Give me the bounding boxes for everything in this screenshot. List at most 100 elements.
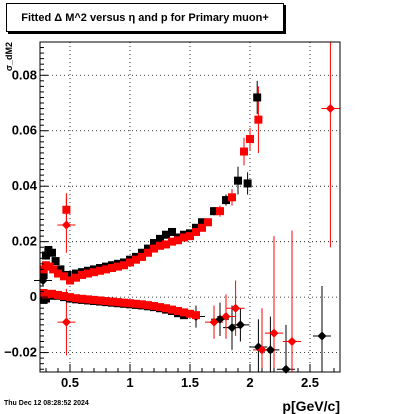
y-tick-label: 0.08 — [12, 67, 37, 82]
data-point-square — [156, 303, 164, 312]
data-point-square — [42, 251, 50, 260]
data-point-square — [48, 289, 56, 298]
data-point-square — [72, 269, 80, 278]
data-point-square — [138, 248, 146, 257]
data-point-square — [126, 258, 134, 267]
x-tick-label: 2 — [246, 375, 253, 390]
data-point-square — [120, 298, 128, 307]
data-point-square — [168, 227, 176, 236]
data-point-square — [144, 244, 152, 253]
data-point-square — [114, 262, 122, 271]
data-point-square — [150, 244, 158, 253]
chart-title: Fitted Δ M^2 versus η and p for Primary … — [21, 11, 269, 24]
data-point-square — [156, 234, 164, 243]
data-point-diamond — [265, 345, 275, 355]
data-point-diamond — [317, 331, 327, 341]
y-tick-label: 0.02 — [12, 234, 37, 249]
data-point-square — [144, 301, 152, 310]
x-axis-label: p[GeV/c] — [282, 398, 340, 414]
grid-lines — [40, 42, 340, 372]
data-point-square — [186, 309, 194, 318]
data-point-square — [198, 218, 206, 227]
data-point-square — [222, 196, 230, 205]
axis-tick-labels: 0.5 1 1.5 2 2.5 −0.02 0 0.02 0.04 0.06 0.08 — [4, 67, 319, 390]
data-point-square — [51, 257, 60, 266]
data-point-square — [234, 176, 242, 185]
data-point-diamond — [61, 220, 71, 230]
data-point-square — [66, 293, 74, 302]
data-point-square — [186, 232, 194, 241]
data-point-square — [78, 294, 86, 303]
x-tick-label: 1.5 — [181, 375, 199, 390]
data-point-square — [144, 248, 152, 257]
timestamp-footer: Thu Dec 12 08:28:52 2024 — [4, 400, 89, 407]
data-point-square — [138, 252, 146, 261]
data-point-diamond — [227, 323, 237, 333]
data-point-square — [216, 207, 224, 216]
data-point-square — [138, 300, 146, 309]
data-point-square — [192, 311, 200, 320]
data-point-diamond — [235, 320, 245, 330]
data-point-square — [228, 193, 236, 202]
data-point-square — [198, 223, 206, 232]
data-point-square — [42, 290, 50, 299]
data-point-square — [180, 308, 188, 317]
data-point-square — [102, 265, 110, 274]
data-point-diamond — [287, 336, 297, 346]
axis-ticks — [40, 47, 335, 372]
data-point-square — [60, 272, 68, 281]
data-point-square — [78, 270, 86, 279]
data-point-square — [243, 179, 252, 188]
chart-title-box: Fitted Δ M^2 versus η and p for Primary … — [6, 3, 284, 32]
data-point-square — [56, 265, 65, 274]
data-point-square — [42, 294, 50, 303]
data-point-diamond — [209, 317, 219, 327]
data-point-diamond — [61, 317, 71, 327]
x-tick-label: 1 — [126, 375, 133, 390]
data-point-square — [180, 233, 188, 242]
data-point-square — [162, 304, 170, 313]
x-tick-label: 2.5 — [301, 375, 319, 390]
x-tick-label: 0.5 — [61, 375, 79, 390]
data-point-square — [49, 265, 58, 274]
data-point-square — [72, 273, 80, 282]
data-point-diamond — [221, 312, 231, 322]
data-point-square — [84, 269, 92, 278]
data-point-diamond — [325, 104, 335, 114]
data-point-square — [162, 230, 170, 239]
data-point-square — [150, 302, 158, 310]
data-point-square — [102, 297, 110, 306]
data-point-square — [120, 261, 128, 270]
y-tick-label: 0.06 — [12, 123, 37, 138]
data-point-square — [204, 218, 212, 227]
y-tick-label: −0.02 — [4, 345, 37, 360]
data-point-square — [72, 294, 80, 303]
data-point-square — [66, 276, 74, 285]
data-point-square — [162, 240, 170, 249]
y-axis-label: σ_dM2 — [4, 42, 14, 71]
data-point-square — [108, 264, 116, 273]
data-point-square — [96, 266, 104, 275]
data-point-square — [90, 295, 98, 304]
data-point-diamond — [257, 345, 267, 355]
data-point-square — [254, 115, 263, 124]
y-tick-label: 0.04 — [12, 178, 38, 193]
data-point-square — [210, 207, 218, 216]
error-bars — [34, 42, 340, 372]
data-point-square — [132, 299, 140, 308]
data-point-square — [168, 305, 176, 314]
data-point-square — [96, 296, 104, 305]
data-point-square — [168, 237, 176, 246]
data-point-diamond — [231, 303, 241, 313]
data-point-square — [192, 223, 200, 232]
y-tick-label: 0 — [30, 289, 37, 304]
data-point-square — [62, 205, 71, 214]
data-point-square — [114, 298, 122, 307]
data-point-square — [90, 268, 98, 277]
data-point-square — [60, 292, 68, 301]
data-point-square — [150, 239, 158, 248]
data-point-square — [54, 269, 62, 278]
data-point-square — [246, 135, 254, 144]
data-points — [38, 93, 335, 374]
